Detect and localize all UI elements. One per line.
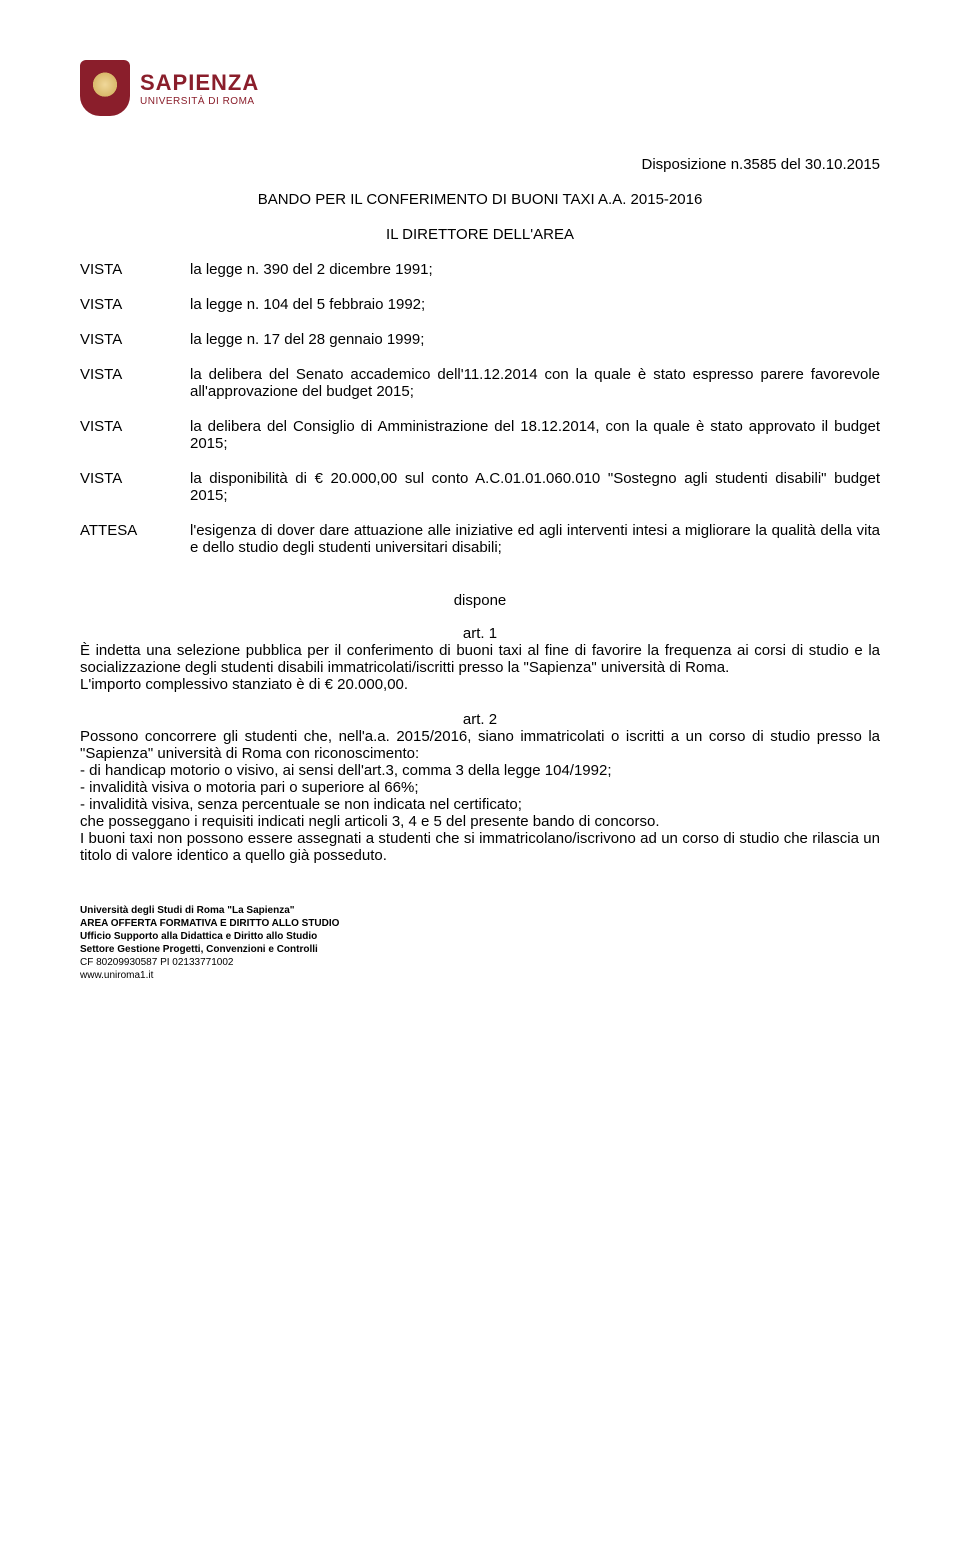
vista-content: la delibera del Senato accademico dell'1… <box>190 366 880 418</box>
vista-label: VISTA <box>80 296 190 331</box>
logo-subtitle: UNIVERSITÀ DI ROMA <box>140 96 259 107</box>
article-2-head: art. 2 <box>80 711 880 728</box>
vista-content: la disponibilità di € 20.000,00 sul cont… <box>190 470 880 522</box>
logo-text: SAPIENZA UNIVERSITÀ DI ROMA <box>140 70 259 107</box>
vista-row: VISTA la delibera del Consiglio di Ammin… <box>80 418 880 470</box>
vista-row: VISTA la legge n. 104 del 5 febbraio 199… <box>80 296 880 331</box>
vista-label: VISTA <box>80 261 190 296</box>
article-1-head: art. 1 <box>80 625 880 642</box>
vista-content: la legge n. 17 del 28 gennaio 1999; <box>190 331 880 366</box>
vista-content: la legge n. 104 del 5 febbraio 1992; <box>190 296 880 331</box>
footer-line-1: Università degli Studi di Roma "La Sapie… <box>80 904 880 917</box>
vista-content: la delibera del Consiglio di Amministraz… <box>190 418 880 470</box>
page-container: SAPIENZA UNIVERSITÀ DI ROMA Disposizione… <box>0 0 960 1022</box>
article-2-body: Possono concorrere gli studenti che, nel… <box>80 728 880 864</box>
article-2: art. 2 Possono concorrere gli studenti c… <box>80 711 880 864</box>
vista-label: VISTA <box>80 418 190 470</box>
vista-content: la legge n. 390 del 2 dicembre 1991; <box>190 261 880 296</box>
vista-row: ATTESA l'esigenza di dover dare attuazio… <box>80 522 880 574</box>
direttore-title: IL DIRETTORE DELL'AREA <box>80 226 880 243</box>
vista-label: VISTA <box>80 331 190 366</box>
article-1: art. 1 È indetta una selezione pubblica … <box>80 625 880 693</box>
footer-line-3: Ufficio Supporto alla Didattica e Diritt… <box>80 930 880 943</box>
footer-line-5: CF 80209930587 PI 02133771002 <box>80 956 880 969</box>
vista-label: VISTA <box>80 470 190 522</box>
footer: Università degli Studi di Roma "La Sapie… <box>80 904 880 982</box>
bando-title: BANDO PER IL CONFERIMENTO DI BUONI TAXI … <box>80 191 880 208</box>
sapienza-logo-icon <box>80 60 130 116</box>
vista-row: VISTA la delibera del Senato accademico … <box>80 366 880 418</box>
disposizione-line: Disposizione n.3585 del 30.10.2015 <box>80 156 880 173</box>
dispone-label: dispone <box>80 592 880 609</box>
vista-table: VISTA la legge n. 390 del 2 dicembre 199… <box>80 261 880 574</box>
footer-line-6: www.uniroma1.it <box>80 969 880 982</box>
footer-line-4: Settore Gestione Progetti, Convenzioni e… <box>80 943 880 956</box>
vista-label: VISTA <box>80 366 190 418</box>
vista-content: l'esigenza di dover dare attuazione alle… <box>190 522 880 574</box>
vista-row: VISTA la legge n. 17 del 28 gennaio 1999… <box>80 331 880 366</box>
footer-line-2: AREA OFFERTA FORMATIVA E DIRITTO ALLO ST… <box>80 917 880 930</box>
vista-row: VISTA la disponibilità di € 20.000,00 su… <box>80 470 880 522</box>
vista-row: VISTA la legge n. 390 del 2 dicembre 199… <box>80 261 880 296</box>
vista-label: ATTESA <box>80 522 190 574</box>
logo-name: SAPIENZA <box>140 70 259 96</box>
logo-row: SAPIENZA UNIVERSITÀ DI ROMA <box>80 60 880 116</box>
article-1-body: È indetta una selezione pubblica per il … <box>80 642 880 693</box>
